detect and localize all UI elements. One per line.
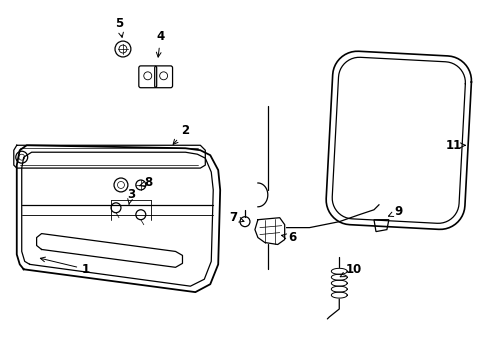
- Text: 1: 1: [41, 257, 90, 276]
- Text: 9: 9: [387, 205, 402, 218]
- Text: 2: 2: [173, 124, 189, 144]
- Text: 10: 10: [340, 263, 362, 277]
- Text: 5: 5: [115, 17, 123, 37]
- Text: 6: 6: [281, 231, 296, 244]
- Text: 11: 11: [445, 139, 464, 152]
- Text: 8: 8: [139, 176, 153, 189]
- Text: 4: 4: [156, 30, 164, 57]
- Text: 7: 7: [228, 211, 244, 224]
- Text: 3: 3: [126, 188, 135, 204]
